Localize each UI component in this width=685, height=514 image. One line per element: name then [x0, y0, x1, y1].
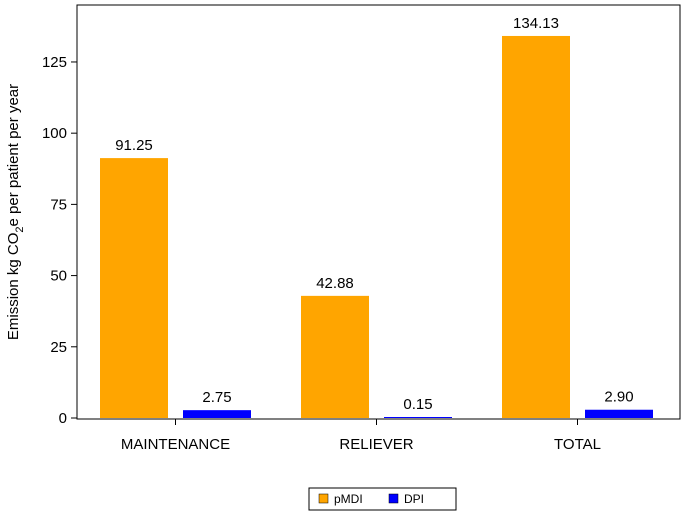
bar-pmdi: [100, 158, 168, 418]
y-tick-label: 100: [42, 125, 67, 142]
legend-swatch-pmdi: [318, 493, 329, 504]
y-tick-label: 0: [59, 410, 67, 427]
data-label: 42.88: [316, 275, 354, 292]
bars: [100, 35, 653, 419]
y-axis-label: Emission kg CO2e per patient per year: [5, 84, 26, 340]
bar-dpi: [585, 409, 653, 418]
x-tick-label: MAINTENANCE: [121, 436, 230, 453]
x-tick-label: TOTAL: [554, 436, 601, 453]
x-axis: MAINTENANCE RELIEVER TOTAL: [121, 419, 601, 453]
data-label: 134.13: [513, 15, 559, 32]
x-tick-label: RELIEVER: [339, 436, 413, 453]
y-axis: 0 25 50 75 100 125: [42, 54, 77, 427]
legend: pMDI DPI: [308, 487, 457, 511]
y-tick-label: 50: [50, 268, 67, 285]
bar-dpi: [183, 410, 251, 418]
bar-pmdi: [502, 35, 570, 419]
data-label: 0.15: [403, 396, 432, 413]
bar-dpi: [384, 417, 452, 418]
legend-frame: [308, 487, 457, 511]
legend-swatch-dpi: [388, 493, 399, 504]
data-label: 2.75: [202, 389, 231, 406]
data-label: 2.90: [604, 389, 633, 406]
y-axis-label-main: Emission kg CO: [5, 233, 22, 341]
y-tick-label: 75: [50, 196, 67, 213]
data-labels: 91.25 2.75 42.88 0.15 134.13 2.90: [115, 15, 633, 413]
y-axis-label-subscript: 2: [14, 226, 26, 232]
legend-label-pmdi: pMDI: [334, 492, 363, 506]
legend-label-dpi: DPI: [404, 492, 424, 506]
bar-pmdi: [301, 295, 369, 418]
y-axis-label-rest: e per patient per year: [5, 84, 22, 227]
data-label: 91.25: [115, 137, 153, 154]
y-tick-label: 25: [50, 339, 67, 356]
y-tick-label: 125: [42, 54, 67, 71]
plot-frame: [76, 4, 681, 420]
